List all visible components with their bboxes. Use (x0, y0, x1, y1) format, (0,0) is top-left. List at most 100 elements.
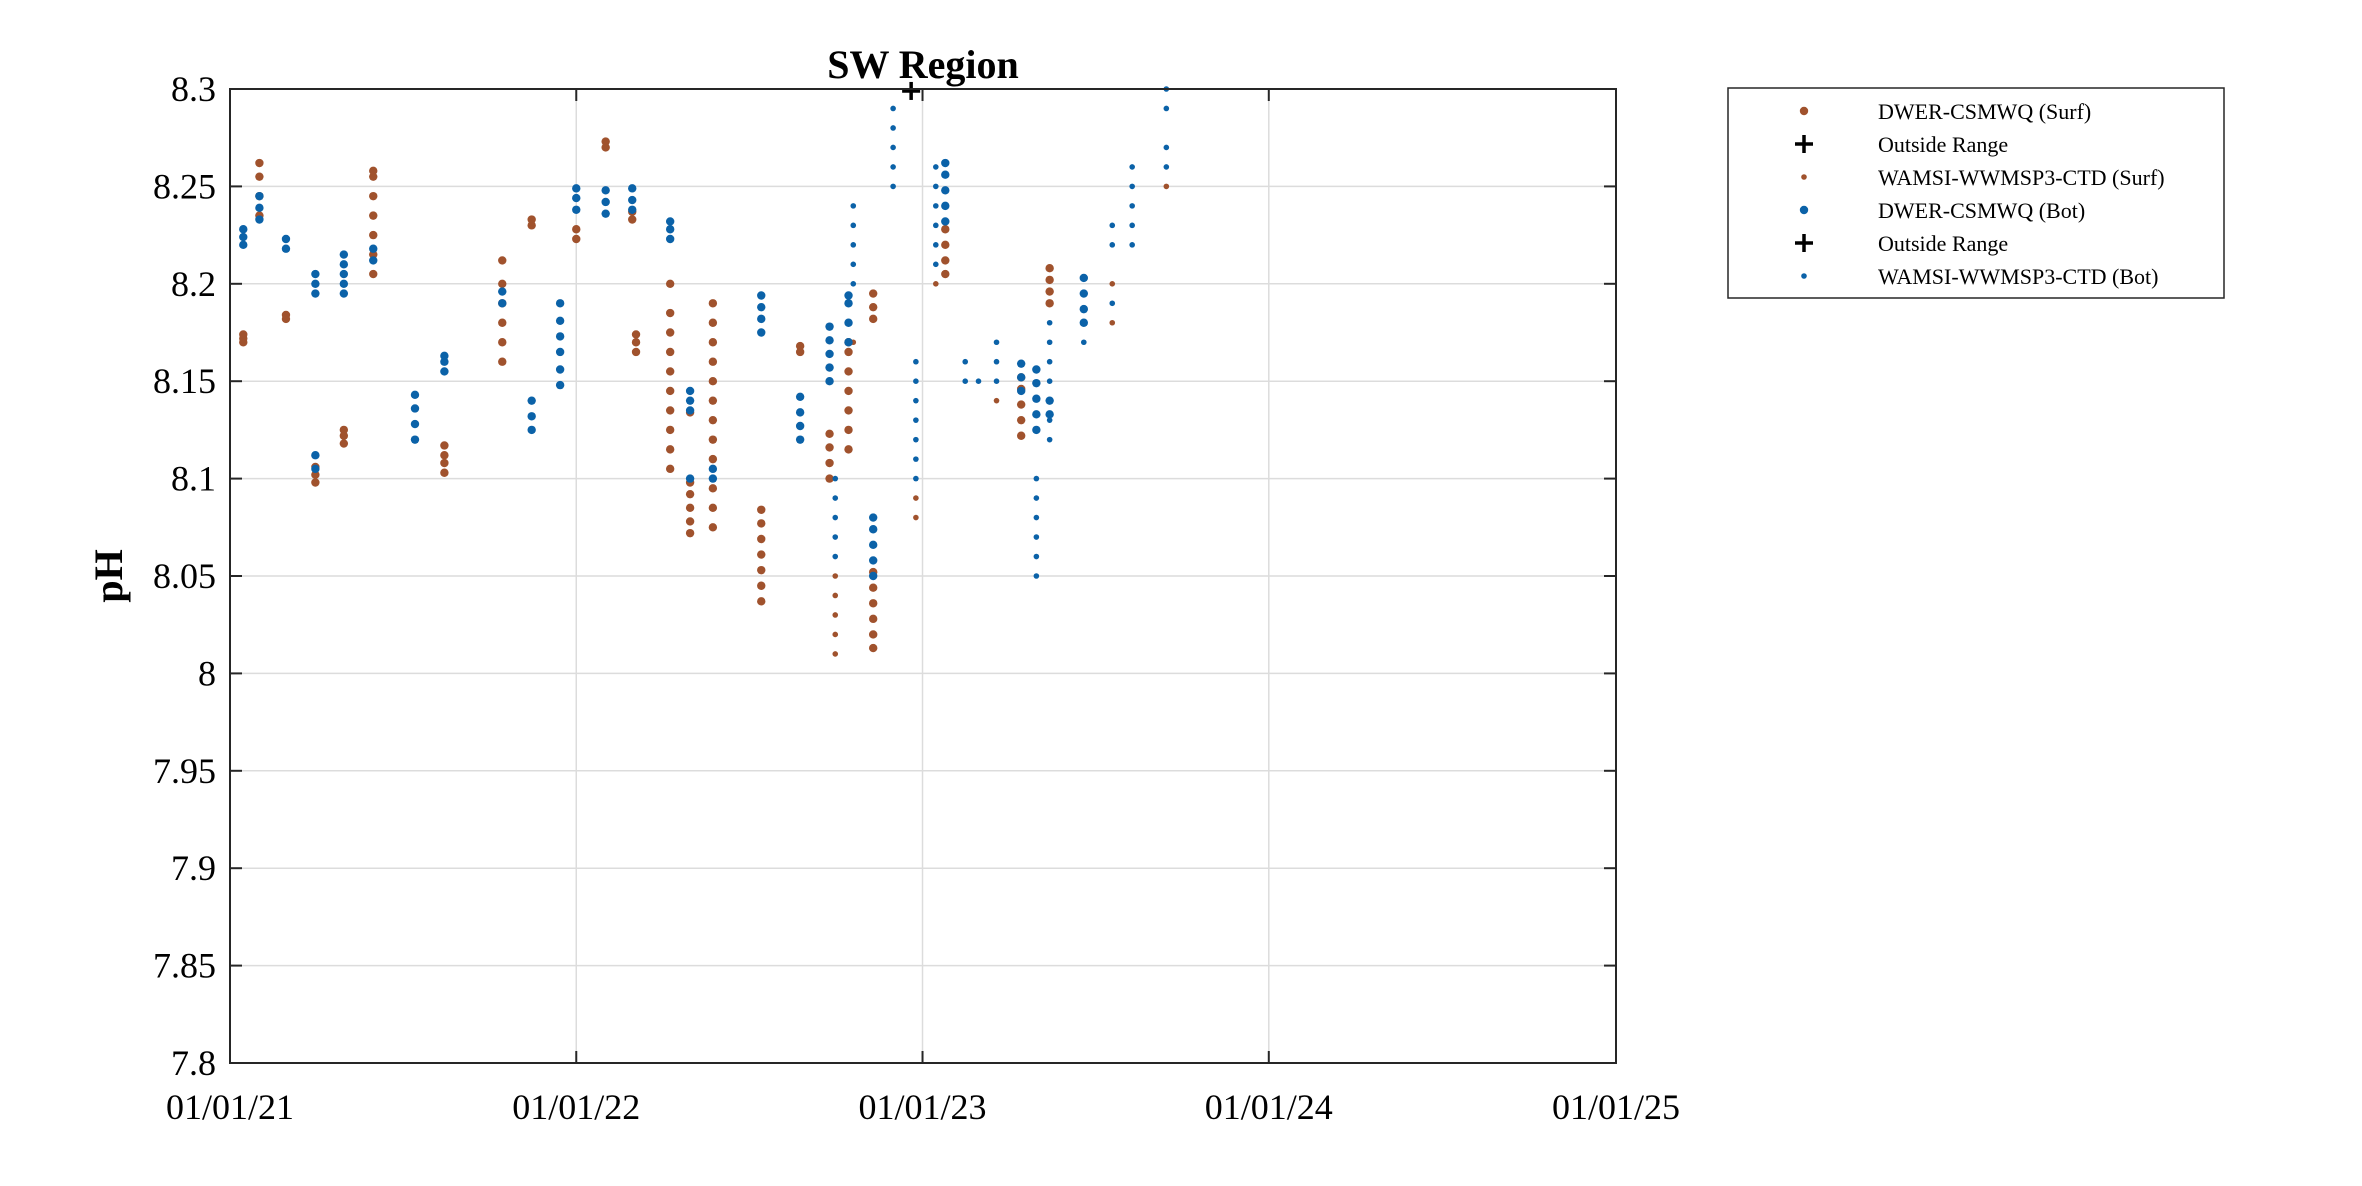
data-point (962, 378, 969, 385)
data-point (868, 289, 878, 298)
data-point (498, 256, 507, 265)
data-point (665, 464, 675, 474)
data-point (1046, 319, 1053, 326)
y-tick-label: 8.2 (171, 264, 216, 304)
data-point (555, 299, 565, 308)
data-point (890, 105, 896, 112)
data-point (628, 195, 637, 205)
data-point (933, 183, 939, 190)
data-point (311, 464, 320, 474)
data-point (832, 553, 839, 560)
data-point (369, 211, 378, 220)
data-point (993, 378, 1000, 385)
data-point (1032, 425, 1041, 435)
data-point (572, 193, 581, 203)
data-point (628, 184, 637, 193)
data-point (498, 357, 507, 366)
data-point (1016, 386, 1026, 396)
data-point (832, 592, 839, 599)
data-point (913, 417, 919, 423)
legend-item: DWER-CSMWQ (Surf) (1799, 99, 2091, 124)
data-point (757, 581, 766, 590)
grid-layer (229, 88, 1617, 1064)
data-point (1032, 394, 1041, 403)
data-point (1016, 400, 1026, 409)
data-point (527, 396, 536, 405)
data-point (844, 291, 853, 300)
data-point (941, 201, 950, 211)
data-point (281, 310, 291, 320)
data-point (825, 336, 834, 345)
y-tick-label: 8 (198, 653, 216, 693)
data-point (601, 197, 610, 207)
data-point (1045, 299, 1054, 308)
data-point (665, 225, 675, 234)
data-point (1163, 164, 1170, 170)
legend-label: WAMSI-WWMSP3-CTD (Surf) (1878, 165, 2165, 190)
data-point (708, 464, 718, 474)
data-point (757, 291, 766, 300)
y-tick-label: 8.1 (171, 459, 216, 499)
outside-range-marker (902, 81, 921, 100)
data-point (572, 184, 581, 193)
data-point (498, 287, 507, 296)
legend-item: Outside Range (1795, 231, 2008, 256)
data-point (844, 406, 853, 415)
legend-item: DWER-CSMWQ (Bot) (1799, 198, 2085, 223)
series-2 (832, 183, 1170, 657)
data-point (311, 451, 320, 460)
data-point (498, 279, 507, 288)
data-point (757, 550, 766, 559)
data-point (825, 322, 834, 331)
legend-label: DWER-CSMWQ (Surf) (1878, 99, 2091, 124)
data-point (572, 225, 581, 234)
data-point (850, 242, 857, 248)
data-point (868, 314, 878, 324)
data-point (1109, 281, 1116, 287)
data-point (665, 308, 675, 318)
data-point (255, 172, 264, 181)
data-point (527, 425, 536, 435)
data-point (941, 186, 950, 195)
data-point (708, 415, 718, 425)
y-axis-title: pH (86, 549, 131, 602)
data-point (665, 386, 675, 396)
data-point (913, 495, 919, 501)
data-point (850, 281, 857, 287)
data-point (339, 431, 349, 440)
data-point (832, 573, 839, 579)
data-point (832, 475, 839, 482)
data-point (708, 503, 718, 513)
data-point (527, 221, 536, 230)
data-point (631, 347, 641, 357)
data-point (913, 378, 919, 385)
y-tick-label: 8.3 (171, 69, 216, 109)
data-point (369, 250, 378, 259)
data-point (1046, 378, 1053, 385)
data-point (498, 299, 507, 308)
x-tick-label: 01/01/24 (1205, 1087, 1333, 1127)
data-point (572, 234, 581, 244)
data-point (440, 367, 449, 376)
data-layer (239, 81, 1170, 657)
data-point (1129, 222, 1135, 229)
data-point (440, 451, 449, 460)
data-point (757, 505, 766, 514)
data-point (1129, 164, 1135, 170)
data-point (868, 302, 878, 312)
data-point (665, 367, 675, 376)
data-point (941, 170, 950, 179)
data-point (369, 172, 378, 181)
data-point (339, 425, 349, 435)
outside-range-marker (1795, 135, 1813, 153)
legend-item: WAMSI-WWMSP3-CTD (Surf) (1801, 165, 2165, 190)
series-0 (239, 137, 1054, 653)
data-point (665, 279, 675, 288)
data-point (832, 612, 839, 618)
data-point (757, 328, 766, 337)
data-point (440, 441, 449, 450)
data-point (555, 316, 565, 326)
legend: DWER-CSMWQ (Surf) Outside Range WAMSI-WWMS… (1727, 87, 2225, 299)
data-point (1033, 573, 1040, 579)
